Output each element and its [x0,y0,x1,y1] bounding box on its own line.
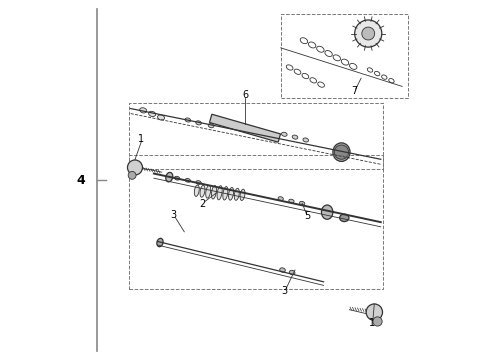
Ellipse shape [195,185,199,196]
Circle shape [362,27,375,40]
Ellipse shape [206,185,211,198]
Ellipse shape [340,214,349,222]
Ellipse shape [200,185,205,197]
Ellipse shape [217,186,222,200]
Text: 1: 1 [138,134,145,144]
Ellipse shape [292,135,298,139]
Text: 6: 6 [242,90,248,100]
Text: 1: 1 [369,318,375,328]
Text: 7: 7 [351,86,357,96]
Ellipse shape [321,205,333,219]
Ellipse shape [196,181,201,184]
Ellipse shape [166,172,173,182]
Ellipse shape [185,179,191,182]
Text: 5: 5 [304,211,310,221]
Circle shape [128,171,136,179]
Ellipse shape [211,185,217,199]
Ellipse shape [174,176,180,180]
Ellipse shape [208,123,214,128]
Ellipse shape [280,268,285,272]
Circle shape [373,317,382,326]
Ellipse shape [281,132,287,136]
Ellipse shape [289,199,294,203]
Ellipse shape [240,189,245,201]
Polygon shape [210,114,280,142]
Text: 3: 3 [281,287,287,296]
Ellipse shape [228,188,234,200]
Circle shape [334,145,348,159]
Text: 4: 4 [76,174,85,186]
Ellipse shape [234,188,239,200]
Circle shape [355,20,382,47]
Ellipse shape [223,186,228,200]
Ellipse shape [303,138,309,142]
Text: 3: 3 [170,210,176,220]
Ellipse shape [185,118,191,122]
Ellipse shape [278,197,283,201]
Text: 2: 2 [200,199,206,209]
Ellipse shape [289,270,295,275]
Ellipse shape [158,115,165,120]
Circle shape [366,304,383,320]
Ellipse shape [299,201,305,205]
Ellipse shape [157,238,163,247]
Ellipse shape [333,143,350,161]
Circle shape [127,160,143,175]
Ellipse shape [140,108,147,113]
Ellipse shape [196,121,201,125]
Ellipse shape [148,111,156,117]
